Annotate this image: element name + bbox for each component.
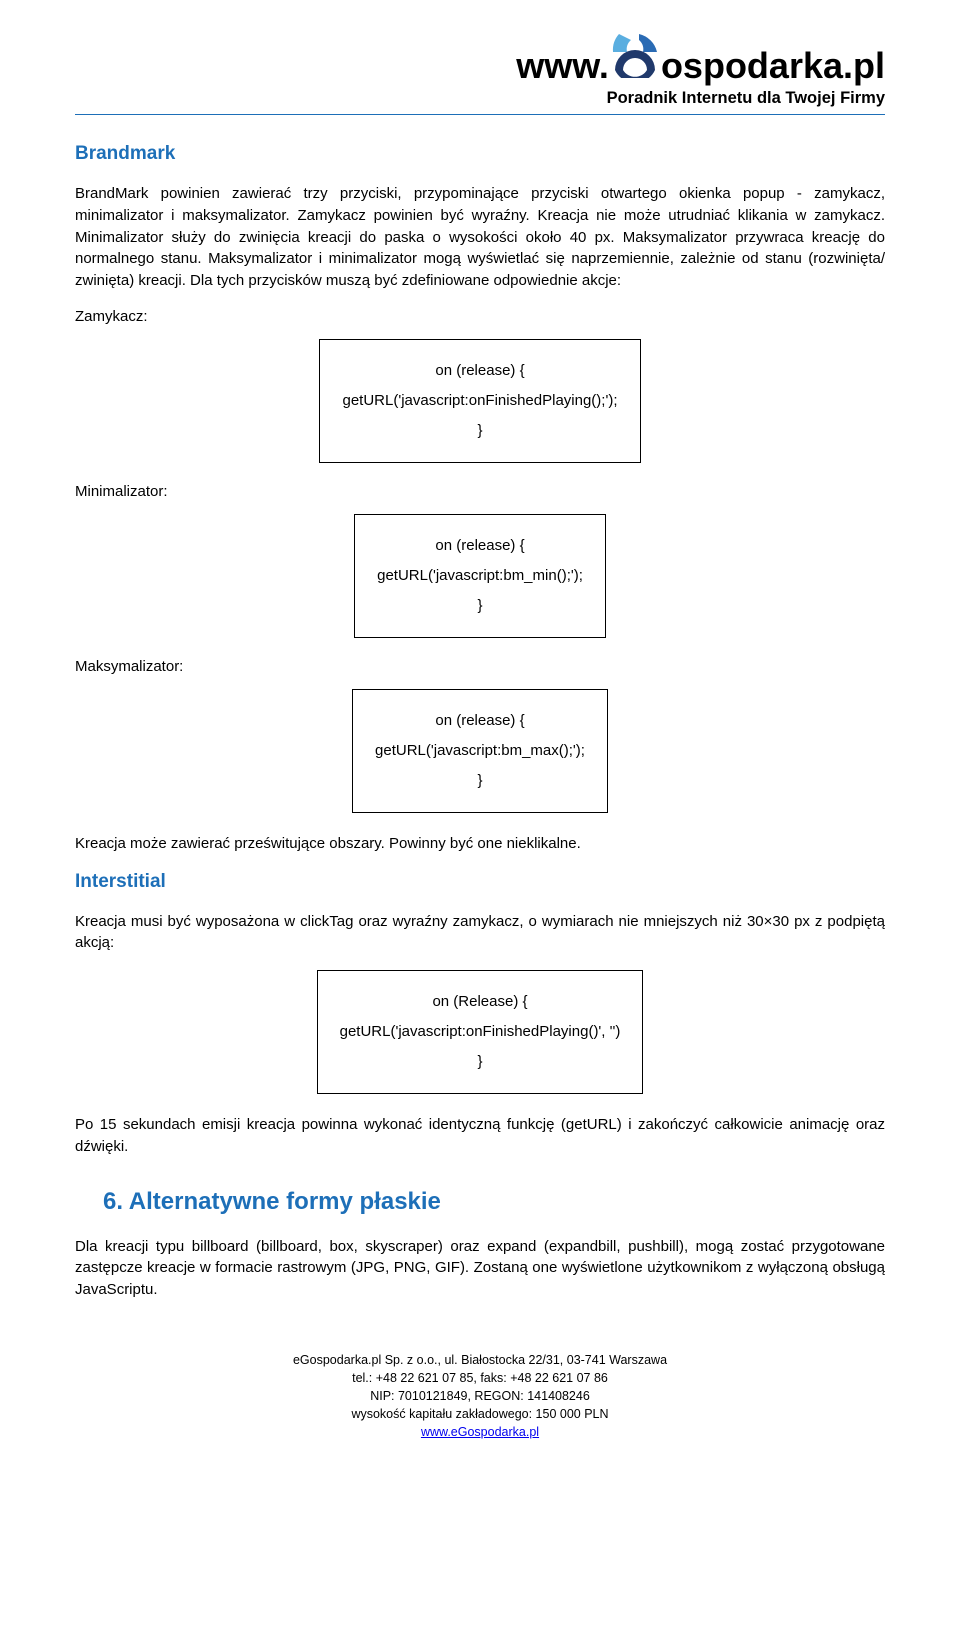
footer-line: wysokość kapitału zakładowego: 150 000 P… xyxy=(75,1405,885,1423)
code-line: getURL('javascript:bm_min();'); xyxy=(377,561,583,591)
logo: www. ospodarka.pl xyxy=(516,30,885,87)
brandmark-paragraph: BrandMark powinien zawierać trzy przycis… xyxy=(75,183,885,292)
zamykacz-code-box: on (release) { getURL('javascript:onFini… xyxy=(319,339,640,463)
minimalizator-label: Minimalizator: xyxy=(75,483,885,500)
logo-www: www. xyxy=(516,45,609,87)
code-line: } xyxy=(342,416,617,446)
logo-text: ospodarka.pl xyxy=(661,45,885,87)
code-line: getURL('javascript:bm_max();'); xyxy=(375,736,585,766)
section-title-alt: 6. Alternatywne formy płaskie xyxy=(103,1188,885,1216)
page-footer: eGospodarka.pl Sp. z o.o., ul. Białostoc… xyxy=(75,1351,885,1442)
code-line: } xyxy=(340,1047,621,1077)
maksymalizator-label: Maksymalizator: xyxy=(75,658,885,675)
logo-globe-icon xyxy=(611,30,659,78)
alt-paragraph: Dla kreacji typu billboard (billboard, b… xyxy=(75,1236,885,1301)
section-title-brandmark: Brandmark xyxy=(75,143,885,165)
footer-line: NIP: 7010121849, REGON: 141408246 xyxy=(75,1387,885,1405)
code-line: getURL('javascript:onFinishedPlaying()',… xyxy=(340,1017,621,1047)
interstitial-code-box: on (Release) { getURL('javascript:onFini… xyxy=(317,970,644,1094)
code-line: getURL('javascript:onFinishedPlaying();'… xyxy=(342,386,617,416)
code-line: } xyxy=(377,591,583,621)
code-line: on (Release) { xyxy=(340,987,621,1017)
minimalizator-code-box: on (release) { getURL('javascript:bm_min… xyxy=(354,514,606,638)
zamykacz-label: Zamykacz: xyxy=(75,308,885,325)
code-line: on (release) { xyxy=(377,531,583,561)
footer-line: tel.: +48 22 621 07 85, faks: +48 22 621… xyxy=(75,1369,885,1387)
site-header: www. ospodarka.pl Poradnik Internetu dla… xyxy=(75,30,885,108)
brandmark-after-text: Kreacja może zawierać prześwitujące obsz… xyxy=(75,833,885,855)
code-line: on (release) { xyxy=(375,706,585,736)
tagline: Poradnik Internetu dla Twojej Firmy xyxy=(75,89,885,108)
interstitial-after-text: Po 15 sekundach emisji kreacja powinna w… xyxy=(75,1114,885,1158)
code-line: on (release) { xyxy=(342,356,617,386)
maksymalizator-code-box: on (release) { getURL('javascript:bm_max… xyxy=(352,689,608,813)
footer-line: eGospodarka.pl Sp. z o.o., ul. Białostoc… xyxy=(75,1351,885,1369)
section-title-interstitial: Interstitial xyxy=(75,871,885,893)
code-line: } xyxy=(375,766,585,796)
interstitial-paragraph: Kreacja musi być wyposażona w clickTag o… xyxy=(75,911,885,955)
footer-link[interactable]: www.eGospodarka.pl xyxy=(421,1425,539,1439)
header-divider xyxy=(75,114,885,115)
